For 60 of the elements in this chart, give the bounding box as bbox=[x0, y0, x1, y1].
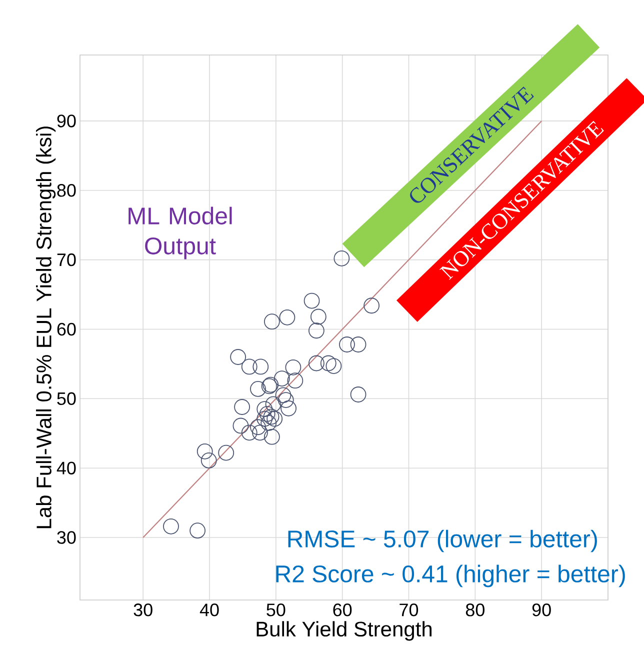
y-tick-label: 40 bbox=[56, 462, 76, 474]
x-tick-label: 70 bbox=[400, 604, 418, 616]
point bbox=[304, 292, 320, 309]
point bbox=[265, 396, 282, 412]
point bbox=[259, 406, 276, 422]
point bbox=[278, 392, 294, 408]
point bbox=[232, 418, 249, 434]
x-tick-label: 80 bbox=[466, 604, 484, 616]
point bbox=[263, 408, 280, 425]
point bbox=[196, 443, 213, 460]
x-tick-label: 40 bbox=[200, 604, 219, 616]
point bbox=[234, 399, 250, 415]
point bbox=[274, 370, 290, 386]
point bbox=[266, 410, 283, 427]
point bbox=[310, 308, 326, 325]
point bbox=[252, 358, 269, 375]
x-tick-label: 30 bbox=[134, 604, 152, 616]
annotation: R2 Score ~ 0.41 (higher = better) bbox=[276, 564, 625, 588]
point bbox=[264, 428, 280, 445]
point bbox=[230, 349, 246, 365]
point bbox=[200, 452, 217, 468]
y-tick-label: 70 bbox=[57, 253, 76, 266]
point bbox=[256, 410, 273, 427]
point bbox=[163, 518, 179, 534]
point bbox=[339, 336, 355, 352]
y-tick-label: 30 bbox=[57, 531, 76, 544]
point bbox=[287, 372, 304, 389]
y-tick-label: 60 bbox=[57, 322, 76, 336]
point bbox=[256, 401, 273, 418]
point bbox=[190, 522, 206, 539]
point bbox=[285, 359, 302, 376]
point bbox=[279, 309, 296, 326]
point bbox=[280, 400, 296, 416]
x-tick-label: 50 bbox=[266, 604, 286, 616]
point bbox=[308, 322, 324, 339]
point bbox=[241, 358, 258, 375]
annotation: ML Model Output bbox=[128, 206, 232, 260]
x-tick-label: 60 bbox=[333, 604, 352, 616]
point bbox=[320, 355, 336, 372]
point bbox=[250, 419, 266, 436]
point bbox=[252, 424, 268, 441]
point bbox=[264, 314, 280, 330]
point bbox=[308, 355, 324, 372]
point bbox=[275, 387, 292, 404]
point bbox=[250, 380, 266, 397]
point bbox=[241, 424, 258, 441]
point bbox=[364, 298, 380, 314]
point bbox=[218, 444, 234, 461]
point bbox=[350, 386, 366, 402]
point bbox=[350, 336, 366, 352]
y-axis-title: Lab Full-Wall 0.5% EUL Yield Strength (ksi) bbox=[36, 126, 56, 528]
y-tick-label: 50 bbox=[57, 392, 76, 406]
y-tick-label: 90 bbox=[57, 114, 76, 128]
annotation: RMSE ~ 5.07 (lower = better) bbox=[288, 530, 597, 552]
point bbox=[260, 415, 277, 431]
x-axis-title: Bulk Yield Strength bbox=[256, 621, 432, 641]
x-tick-label: 90 bbox=[532, 604, 551, 616]
point bbox=[334, 250, 350, 266]
y-tick-label: 80 bbox=[57, 184, 76, 197]
point bbox=[326, 358, 342, 374]
